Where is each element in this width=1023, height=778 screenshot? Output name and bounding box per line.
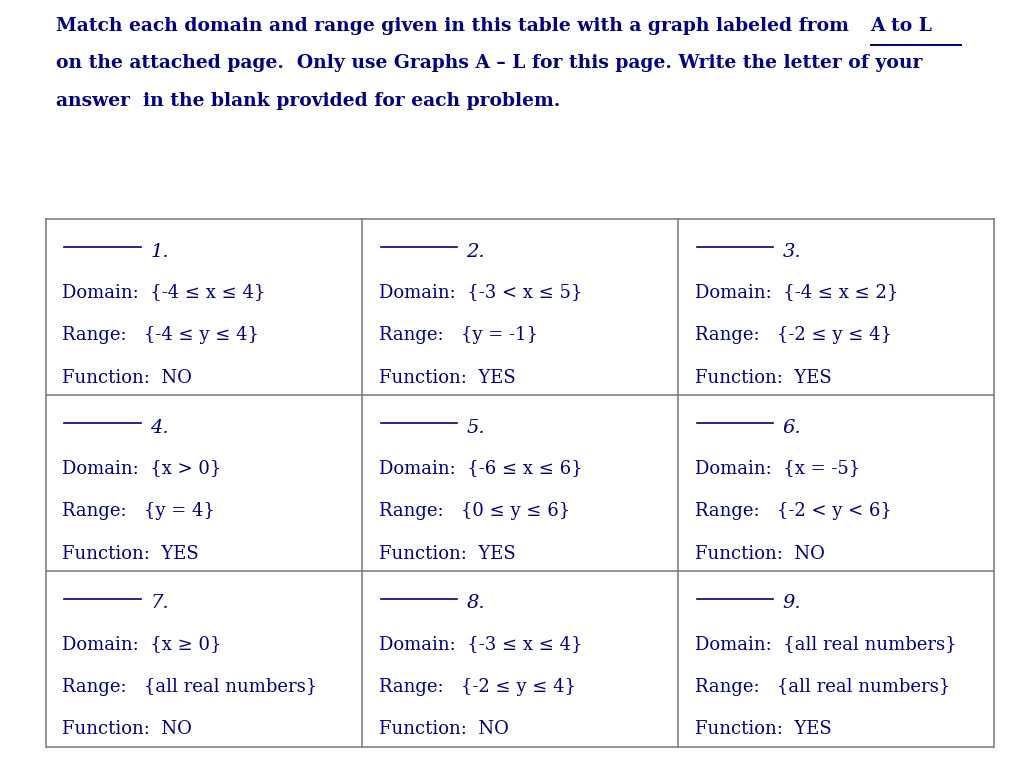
Text: Domain:  {x ≥ 0}: Domain: {x ≥ 0}: [62, 635, 222, 653]
Text: Domain:  {-3 < x ≤ 5}: Domain: {-3 < x ≤ 5}: [379, 283, 582, 301]
Text: Match each domain and range given in this table with a graph labeled from: Match each domain and range given in thi…: [56, 17, 855, 35]
Text: on the attached page.  Only use Graphs A – L for this page. Write the letter of : on the attached page. Only use Graphs A …: [56, 54, 923, 72]
Text: Domain:  {x > 0}: Domain: {x > 0}: [62, 459, 222, 477]
Text: answer  in the blank provided for each problem.: answer in the blank provided for each pr…: [56, 92, 561, 110]
Text: Function:  YES: Function: YES: [62, 545, 199, 562]
Text: Domain:  {all real numbers}: Domain: {all real numbers}: [695, 635, 957, 653]
Text: Function:  NO: Function: NO: [695, 545, 825, 562]
Text: Function:  YES: Function: YES: [695, 720, 832, 738]
Text: Range:   {-4 ≤ y ≤ 4}: Range: {-4 ≤ y ≤ 4}: [62, 326, 260, 344]
Text: Function:  YES: Function: YES: [695, 369, 832, 387]
Text: Domain:  {-4 ≤ x ≤ 4}: Domain: {-4 ≤ x ≤ 4}: [62, 283, 266, 301]
Text: 4.: 4.: [150, 419, 169, 436]
Text: Range:   {-2 < y < 6}: Range: {-2 < y < 6}: [695, 502, 891, 520]
Text: Range:   {-2 ≤ y ≤ 4}: Range: {-2 ≤ y ≤ 4}: [379, 678, 576, 696]
Text: Function:  NO: Function: NO: [62, 369, 192, 387]
Text: Domain:  {-3 ≤ x ≤ 4}: Domain: {-3 ≤ x ≤ 4}: [379, 635, 582, 653]
Text: Function:  NO: Function: NO: [379, 720, 508, 738]
Text: A to L: A to L: [871, 17, 932, 35]
Text: 8.: 8.: [466, 594, 485, 612]
Text: Range:   {all real numbers}: Range: {all real numbers}: [695, 678, 950, 696]
Text: 7.: 7.: [150, 594, 169, 612]
Text: Range:   {-2 ≤ y ≤ 4}: Range: {-2 ≤ y ≤ 4}: [695, 326, 892, 344]
Text: Domain:  {-6 ≤ x ≤ 6}: Domain: {-6 ≤ x ≤ 6}: [379, 459, 582, 477]
Text: 2.: 2.: [466, 243, 485, 261]
Text: Function:  YES: Function: YES: [379, 545, 516, 562]
Text: Function:  NO: Function: NO: [62, 720, 192, 738]
Text: Range:   {all real numbers}: Range: {all real numbers}: [62, 678, 318, 696]
Text: Range:   {y = -1}: Range: {y = -1}: [379, 326, 537, 344]
Text: 3.: 3.: [783, 243, 801, 261]
Text: Range:   {y = 4}: Range: {y = 4}: [62, 502, 215, 520]
Text: Domain:  {x = -5}: Domain: {x = -5}: [695, 459, 860, 477]
Text: 6.: 6.: [783, 419, 801, 436]
Text: Range:   {0 ≤ y ≤ 6}: Range: {0 ≤ y ≤ 6}: [379, 502, 570, 520]
Text: 5.: 5.: [466, 419, 485, 436]
Text: Function:  YES: Function: YES: [379, 369, 516, 387]
Text: Domain:  {-4 ≤ x ≤ 2}: Domain: {-4 ≤ x ≤ 2}: [695, 283, 898, 301]
Text: 9.: 9.: [783, 594, 801, 612]
Text: 1.: 1.: [150, 243, 169, 261]
